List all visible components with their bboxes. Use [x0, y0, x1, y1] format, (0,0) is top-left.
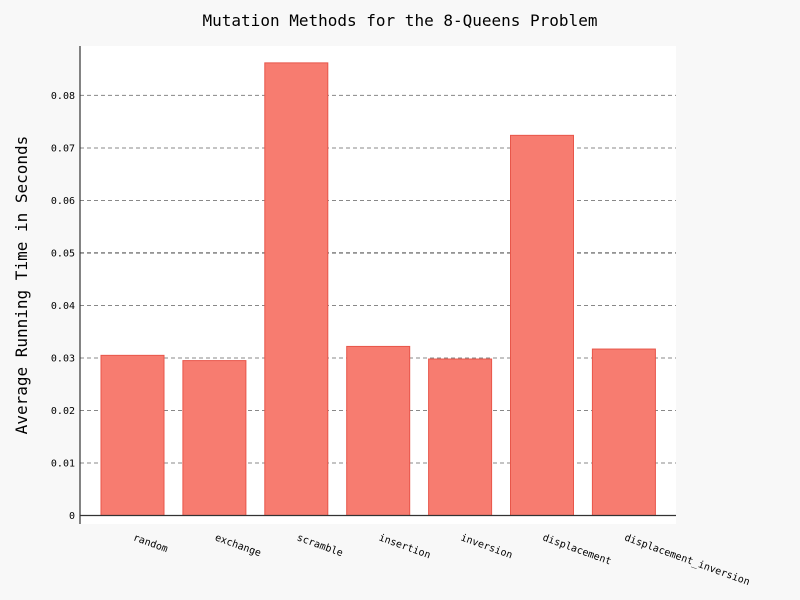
- x-tick-label-inversion: inversion: [459, 532, 514, 561]
- bar-insertion: [346, 345, 411, 516]
- x-tick-label-exchange: exchange: [213, 532, 262, 559]
- y-tick-labels: 0 0.01 0.02 0.03 0.04 0.05 0.06 0.07 0.08: [51, 91, 75, 522]
- y-tick-label: 0: [69, 511, 75, 522]
- chart-title: Mutation Methods for the 8-Queens Proble…: [203, 11, 598, 30]
- bar-displacement: [510, 134, 574, 517]
- bar-displacement_inversion: [591, 348, 656, 516]
- bar-random: [100, 354, 165, 516]
- y-tick-label: 0.04: [51, 301, 75, 312]
- y-tick-label: 0.08: [51, 91, 75, 102]
- y-axis-label: Average Running Time in Seconds: [12, 136, 31, 435]
- y-tick-label: 0.02: [51, 406, 75, 417]
- x-tick-label-displacement_inversion: displacement_inversion: [623, 532, 751, 588]
- y-tick-label: 0.03: [51, 353, 75, 364]
- x-tick-label-random: random: [131, 532, 169, 555]
- x-tick-label-displacement: displacement: [541, 532, 613, 567]
- y-tick-label: 0.05: [51, 248, 75, 259]
- bar-exchange: [182, 360, 247, 516]
- x-tick-label-scramble: scramble: [295, 532, 344, 559]
- axes: [79, 46, 676, 524]
- bar-inversion: [428, 358, 493, 516]
- x-tick-labels: random exchange scramble insertion inversion…: [131, 532, 751, 588]
- y-tick-label: 0.07: [51, 143, 75, 154]
- bar-scramble: [264, 62, 329, 516]
- bars: [100, 62, 656, 517]
- x-tick-label-insertion: insertion: [377, 532, 432, 561]
- y-tick-label: 0.06: [51, 196, 75, 207]
- y-tick-label: 0.01: [51, 458, 75, 469]
